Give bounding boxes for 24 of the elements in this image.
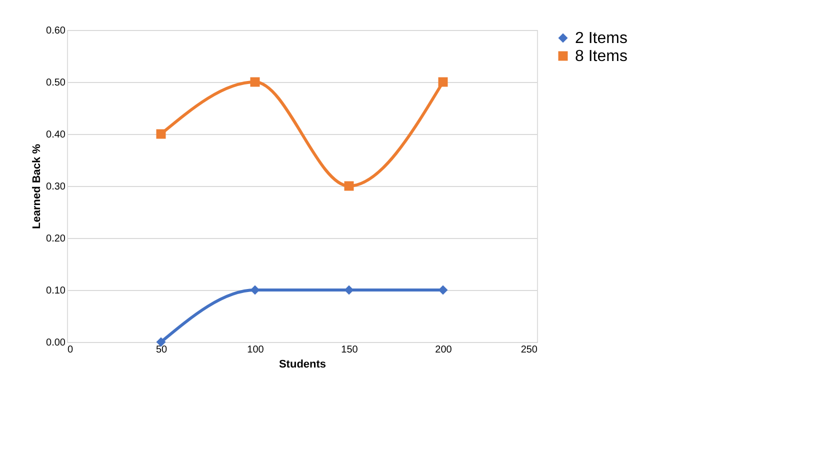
- point: [250, 285, 260, 295]
- point: [438, 77, 448, 87]
- y-axis-title: Learned Back %: [31, 144, 44, 229]
- y-tick-label: 0.30: [46, 182, 66, 192]
- point: [344, 285, 354, 295]
- y-tick-label: 0.40: [46, 130, 66, 140]
- x-tick-label: 200: [435, 344, 452, 356]
- y-tick-label: 0.60: [46, 26, 66, 36]
- y-tick-label: 0.20: [46, 234, 66, 244]
- point: [438, 285, 448, 295]
- point: [156, 129, 166, 139]
- y-tick-label: 0.10: [46, 286, 66, 296]
- x-tick-label: 250: [520, 344, 538, 356]
- x-tick-label: 50: [156, 344, 168, 356]
- x-tick-label: 0: [68, 344, 74, 356]
- x-tick-label: 150: [341, 344, 358, 356]
- legend-label: 2 Items: [575, 30, 628, 47]
- x-tick-label: 100: [247, 344, 264, 356]
- point: [344, 181, 354, 191]
- y-tick-label: 0.00: [46, 338, 66, 348]
- point: [250, 77, 260, 87]
- y-tick-label: 0.50: [46, 78, 66, 88]
- x-axis-title: Students: [278, 358, 326, 370]
- legend-label: 8 Items: [575, 48, 628, 65]
